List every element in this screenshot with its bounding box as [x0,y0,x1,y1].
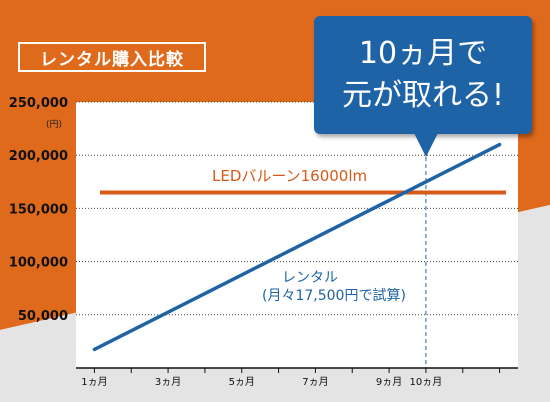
series-label-rental: レンタル [282,270,338,286]
plot-area [76,102,518,368]
x-tick-label: 3ヵ月 [155,376,181,388]
y-tick-label: 100,000 [9,256,68,271]
callout-box: 10ヵ月で 元が取れる! [314,16,532,134]
callout-line-2: 元が取れる! [341,78,505,113]
y-tick-label: 250,000 [9,96,68,111]
callout-tail [414,133,438,157]
chart-title: レンタル購入比較 [18,42,206,72]
series-note-rental: (月々17,500円で試算) [262,288,406,304]
y-tick-label: 50,000 [18,309,68,324]
x-tick-label: 1ヵ月 [81,376,107,388]
series [92,142,506,368]
callout-line-1: 10ヵ月で [358,36,488,71]
y-tick-label: 150,000 [9,202,68,217]
y-axis-ticks: 50,000 100,000 150,000 200,000 250,000 [9,96,68,324]
x-tick-label: 7ヵ月 [302,376,328,388]
x-tick-label: 5ヵ月 [229,376,255,388]
x-axis-ticks: 1ヵ月 3ヵ月 5ヵ月 7ヵ月 9ヵ月 10ヵ月 [81,368,501,388]
series-label-purchase: LEDバルーン16000lm [212,167,367,185]
y-axis-unit: (円) [46,120,63,130]
x-tick-label: 9ヵ月 [376,376,402,388]
x-tick-label: 10ヵ月 [410,376,443,388]
series-line-rental [92,142,502,352]
y-tick-label: 200,000 [9,149,68,164]
